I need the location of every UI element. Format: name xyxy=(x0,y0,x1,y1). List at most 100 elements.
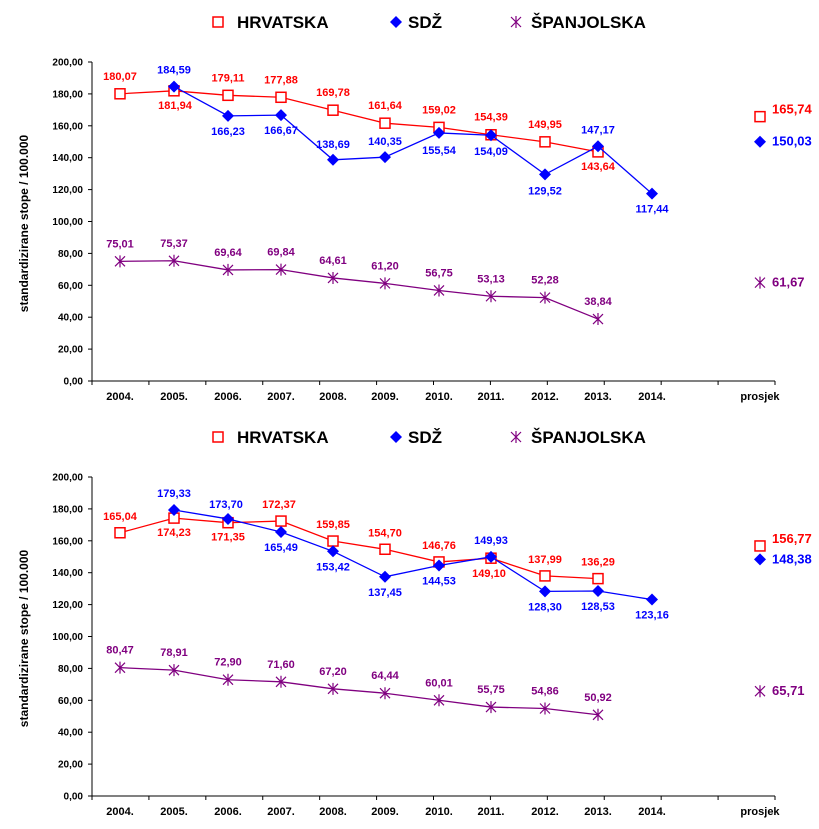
legend-marker-spanjolska xyxy=(510,431,522,443)
average-point-hrvatska xyxy=(754,110,766,123)
x-tick-label: 2014. xyxy=(638,806,666,818)
legend-marker-sdz xyxy=(390,431,402,443)
data-label-spanjolska: 55,75 xyxy=(477,684,505,696)
y-tick-label: 180,00 xyxy=(52,89,83,100)
data-label-sdz: 144,53 xyxy=(422,575,456,587)
x-tick-label: 2005. xyxy=(160,391,188,403)
point-hrvatska xyxy=(592,572,604,585)
point-hrvatska xyxy=(275,91,287,104)
point-spanjolska xyxy=(327,271,339,284)
data-label-hrvatska: 149,10 xyxy=(472,568,506,580)
point-spanjolska xyxy=(433,694,445,707)
chart-top-svg: 0,00 20,00 40,00 60,00 80,00 100,00 120,00 140,… xyxy=(17,13,813,403)
y-axis-title: standardizirane stope / 100.000 xyxy=(17,549,31,727)
point-spanjolska xyxy=(485,701,497,714)
point-sdz xyxy=(433,126,445,139)
data-label-hrvatska: 154,39 xyxy=(474,112,508,124)
point-sdz xyxy=(485,129,497,142)
data-label-hrvatska: 143,64 xyxy=(581,161,616,173)
point-hrvatska xyxy=(275,515,287,527)
point-spanjolska xyxy=(379,687,391,700)
chart-bottom-svg: 0,00 20,00 40,00 60,00 80,00 100,00 120,00 140,… xyxy=(17,428,812,818)
data-label-sdz: 129,52 xyxy=(528,185,562,197)
data-label-spanjolska: 53,13 xyxy=(477,273,505,285)
point-spanjolska xyxy=(168,254,180,267)
series-line-hrvatska xyxy=(119,90,599,153)
data-label-hrvatska: 174,23 xyxy=(157,527,191,539)
y-tick-label: 60,00 xyxy=(58,696,83,707)
x-tick-label: 2012. xyxy=(531,391,559,403)
legend-marker-sdz xyxy=(390,16,402,28)
point-sdz xyxy=(433,559,445,572)
point-hrvatska xyxy=(222,89,234,102)
x-tick-label: 2013. xyxy=(584,391,612,403)
x-tick-label: 2007. xyxy=(267,806,295,818)
data-label-hrvatska: 136,29 xyxy=(581,557,615,569)
point-sdz xyxy=(275,526,287,539)
x-tick-label: 2014. xyxy=(638,391,666,403)
data-label-spanjolska: 67,20 xyxy=(319,666,347,678)
average-label-sdz: 150,03 xyxy=(772,134,812,149)
x-tick-label: 2010. xyxy=(425,806,453,818)
data-label-hrvatska: 165,04 xyxy=(103,511,138,523)
series-line-sdz xyxy=(173,509,653,601)
point-spanjolska xyxy=(592,313,604,326)
data-label-spanjolska: 69,84 xyxy=(267,247,295,259)
point-hrvatska xyxy=(114,88,126,100)
y-tick-label: 40,00 xyxy=(58,313,83,324)
point-sdz xyxy=(327,545,339,558)
y-tick-label: 200,00 xyxy=(52,58,83,69)
x-tick-label: 2011. xyxy=(478,391,505,403)
point-sdz xyxy=(539,585,551,598)
data-label-sdz: 128,30 xyxy=(528,601,562,613)
chart-bottom: 0,00 20,00 40,00 60,00 80,00 100,00 120,00 140,… xyxy=(0,415,819,829)
point-sdz xyxy=(592,584,604,597)
point-spanjolska xyxy=(222,673,234,686)
series-line-hrvatska xyxy=(119,517,599,580)
y-tick-label: 20,00 xyxy=(58,760,83,771)
point-sdz xyxy=(222,109,234,122)
x-tick-label: 2012. xyxy=(531,806,559,818)
point-spanjolska xyxy=(222,263,234,276)
point-spanjolska xyxy=(433,284,445,297)
x-tick-label: 2006. xyxy=(214,806,242,818)
y-tick-label: 80,00 xyxy=(58,664,83,675)
legend-marker-spanjolska xyxy=(510,16,522,28)
data-label-sdz: 138,69 xyxy=(316,139,350,151)
data-label-sdz: 153,42 xyxy=(316,561,350,573)
average-point-sdz xyxy=(754,135,766,148)
data-label-hrvatska: 179,11 xyxy=(211,72,244,84)
average-point-hrvatska xyxy=(754,540,766,552)
legend-label-spanjolska: ŠPANJOLSKA xyxy=(531,13,646,32)
x-tick-label: prosjek xyxy=(740,391,780,403)
point-spanjolska xyxy=(485,290,497,303)
data-label-sdz: 140,35 xyxy=(368,136,402,148)
legend-label-spanjolska: ŠPANJOLSKA xyxy=(531,428,646,447)
x-tick-label: 2010. xyxy=(425,391,453,403)
point-sdz xyxy=(168,503,180,516)
point-sdz xyxy=(539,168,551,181)
data-label-hrvatska: 177,88 xyxy=(264,74,298,86)
data-label-hrvatska: 159,85 xyxy=(316,519,350,531)
data-label-sdz: 155,54 xyxy=(422,145,457,157)
data-label-sdz: 123,16 xyxy=(635,610,669,622)
data-label-sdz: 117,44 xyxy=(635,204,669,216)
y-tick-label: 0,00 xyxy=(64,377,84,388)
average-point-spanjolska xyxy=(754,685,766,698)
average-label-hrvatska: 165,74 xyxy=(772,102,813,117)
y-tick-label: 200,00 xyxy=(52,473,83,484)
data-label-spanjolska: 52,28 xyxy=(531,275,559,287)
x-tick-label: 2008. xyxy=(319,806,347,818)
x-tick-label: 2011. xyxy=(478,806,505,818)
legend-label-sdz: SDŽ xyxy=(408,428,442,447)
y-tick-label: 140,00 xyxy=(52,153,83,164)
data-label-sdz: 154,09 xyxy=(474,146,508,158)
data-label-spanjolska: 80,47 xyxy=(106,645,134,657)
data-label-sdz: 149,93 xyxy=(474,535,508,547)
y-axis-title: standardizirane stope / 100.000 xyxy=(17,134,31,312)
point-spanjolska xyxy=(275,675,287,688)
point-spanjolska xyxy=(539,702,551,715)
legend-label-hrvatska: HRVATSKA xyxy=(237,13,329,32)
point-sdz xyxy=(379,151,391,164)
data-label-spanjolska: 78,91 xyxy=(160,647,188,659)
